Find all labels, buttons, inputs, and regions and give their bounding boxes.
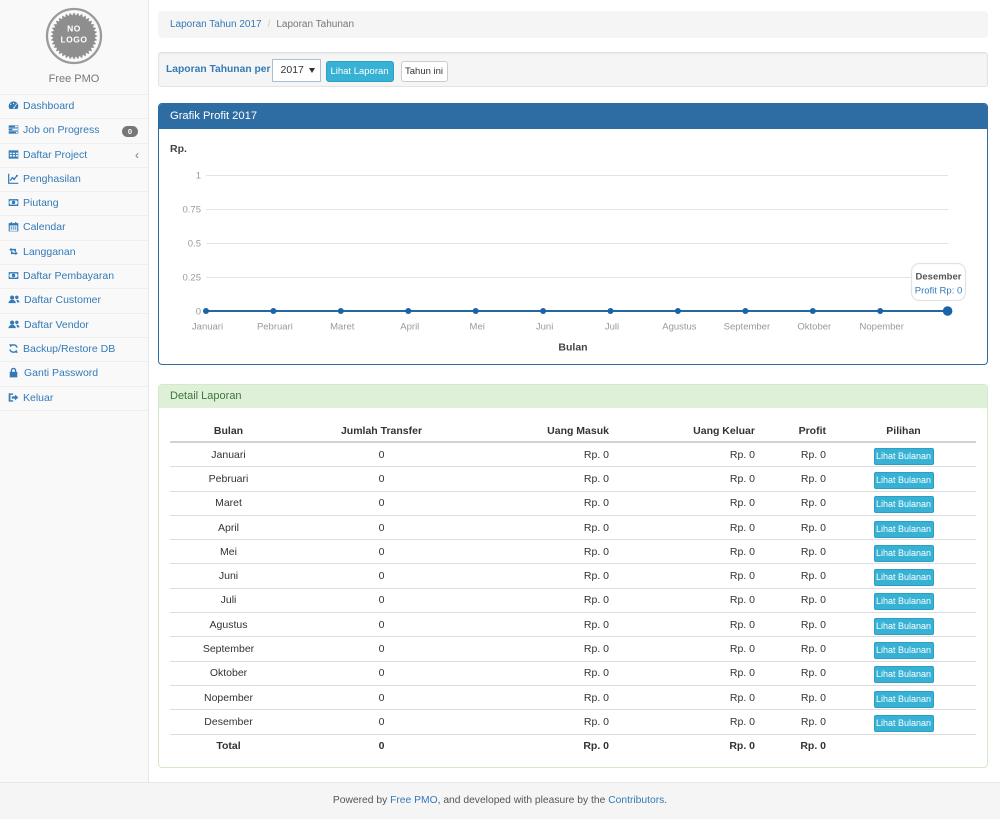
svg-text:Januari: Januari [192,322,223,333]
svg-text:Desember: Desember [916,272,962,283]
svg-text:Juni: Juni [536,322,553,333]
svg-text:Oktober: Oktober [797,322,831,333]
svg-text:Maret: Maret [330,322,355,333]
svg-text:Juli: Juli [605,322,619,333]
svg-text:Mei: Mei [470,322,485,333]
svg-text:0.75: 0.75 [183,205,202,216]
svg-text:0.25: 0.25 [183,273,202,284]
svg-text:Nopember: Nopember [860,322,904,333]
svg-text:September: September [724,322,770,333]
svg-text:Bulan: Bulan [558,342,587,354]
svg-text:1: 1 [196,171,201,182]
svg-text:Agustus: Agustus [662,322,697,333]
svg-text:NO: NO [67,24,81,34]
svg-text:Profit Rp: 0: Profit Rp: 0 [915,286,963,297]
svg-text:LOGO: LOGO [60,35,87,45]
svg-text:Pebruari: Pebruari [257,322,293,333]
svg-text:0.5: 0.5 [188,239,201,250]
svg-text:April: April [400,322,419,333]
svg-text:0: 0 [196,307,201,318]
svg-text:Rp.: Rp. [170,143,187,155]
